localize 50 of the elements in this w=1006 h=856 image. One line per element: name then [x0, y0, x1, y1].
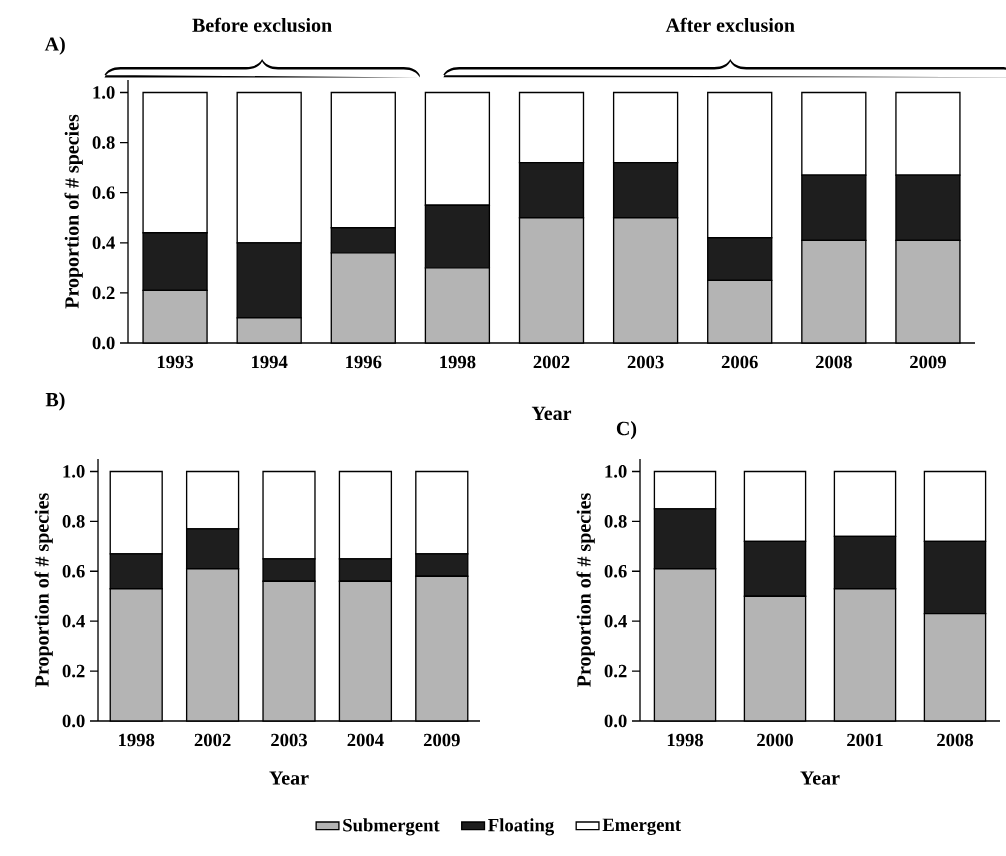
y-tick-label: 1.0 — [605, 465, 627, 478]
y-axis-title: Proportion of # species — [576, 493, 595, 687]
y-tick-label: 0.0 — [604, 714, 627, 728]
y-tick-label: 0.0 — [92, 336, 115, 350]
chart-title: A) — [44, 36, 65, 55]
x-tick-label: 1998 — [440, 355, 476, 369]
x-axis-title: Year — [269, 771, 309, 785]
chart-title: B) — [45, 392, 65, 411]
x-tick-label: 1993 — [157, 355, 194, 369]
x-tick-label: 2008 — [815, 355, 852, 369]
y-tick-label: 0.4 — [604, 614, 627, 628]
y-tick-label: 1.0 — [93, 86, 115, 99]
y-tick-label: 1.0 — [63, 465, 85, 478]
y-tick-label: 0.4 — [92, 236, 115, 250]
y-tick-label: 0.6 — [604, 564, 627, 578]
x-tick-label: 2009 — [423, 733, 460, 747]
x-axis-title: Year — [800, 771, 840, 785]
x-tick-label: 2002 — [533, 355, 570, 369]
x-tick-label: 2003 — [271, 733, 308, 747]
x-tick-label: 1994 — [252, 355, 288, 369]
text: After exclusion — [665, 17, 795, 33]
legend-label: Submergent — [343, 818, 440, 836]
y-tick-label: 0.6 — [92, 186, 115, 200]
y-tick-label: 0.2 — [604, 664, 627, 678]
legend-label: Floating — [488, 818, 555, 836]
x-tick-label: 2008 — [937, 733, 974, 747]
y-tick-label: 0.4 — [62, 614, 85, 628]
y-tick-label: 0.0 — [62, 714, 85, 728]
x-tick-label: 2003 — [627, 355, 664, 369]
chart-title: C) — [616, 421, 637, 440]
x-tick-label: 1998 — [667, 733, 704, 747]
x-tick-label: 2004 — [347, 733, 384, 747]
y-tick-label: 0.8 — [62, 515, 85, 528]
text: Before exclusion — [192, 17, 332, 33]
x-tick-label: 2006 — [721, 355, 758, 369]
y-axis-title: Proportion of # species — [64, 114, 83, 309]
x-tick-label: 1996 — [346, 355, 382, 369]
x-axis-title: Year — [531, 406, 572, 421]
x-tick-label: 1998 — [119, 733, 155, 747]
legend-label: Emergent — [602, 818, 681, 836]
y-tick-label: 0.8 — [604, 515, 627, 528]
y-tick-label: 0.6 — [62, 564, 85, 578]
x-tick-label: 2009 — [910, 355, 946, 369]
x-tick-label: 2002 — [194, 733, 231, 747]
x-tick-label: 2001 — [847, 733, 883, 747]
y-tick-label: 0.8 — [92, 136, 115, 149]
y-tick-label: 0.2 — [62, 664, 85, 678]
y-axis-title: Proportion of # species — [34, 493, 53, 687]
y-tick-label: 0.2 — [92, 286, 115, 300]
x-tick-label: 2000 — [757, 733, 793, 747]
